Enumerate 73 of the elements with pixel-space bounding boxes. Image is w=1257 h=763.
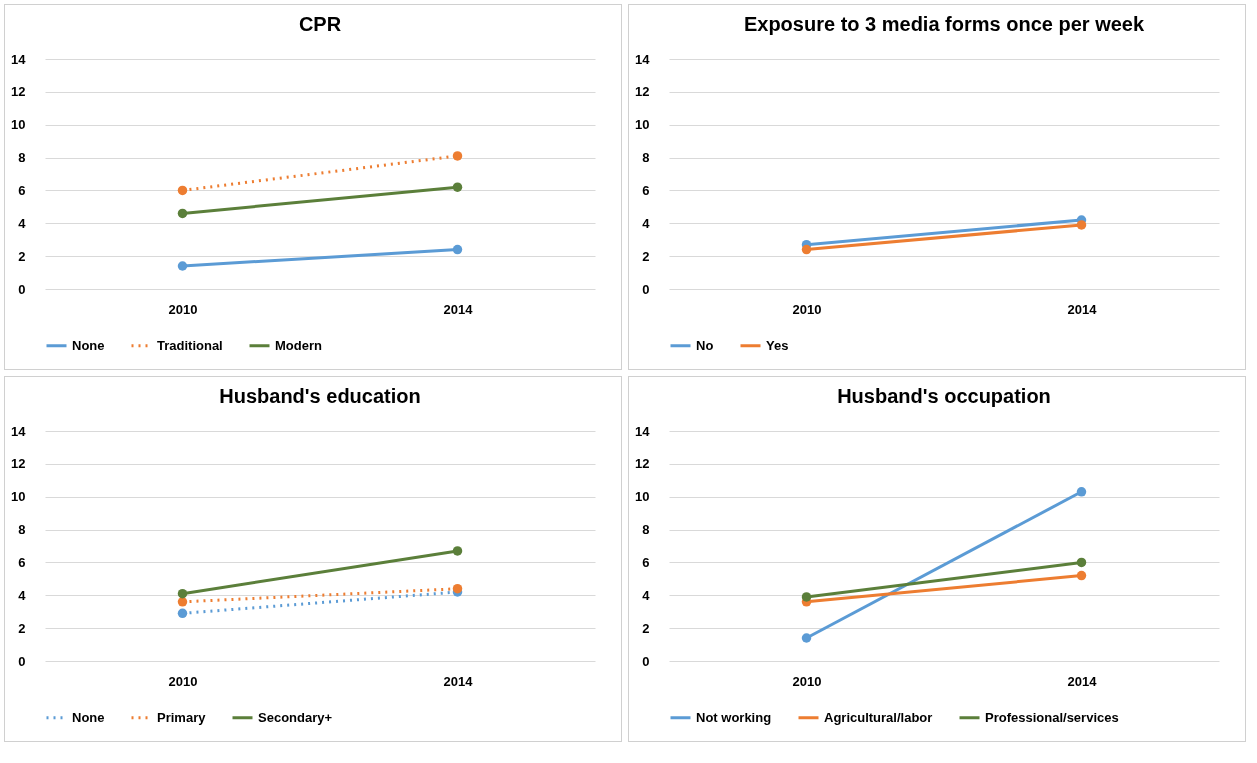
y-tick-label: 10	[635, 117, 650, 133]
y-tick-label: 4	[642, 215, 651, 231]
point	[1076, 557, 1087, 568]
x-tick-label: 2014	[1067, 673, 1098, 689]
legend-label: No	[696, 337, 714, 353]
legend-label: Primary	[157, 709, 207, 725]
point	[177, 208, 188, 219]
y-tick-label: 12	[11, 84, 26, 100]
legend-label: Agricultural/labor	[824, 709, 933, 725]
y-tick-label: 12	[635, 456, 650, 472]
point	[177, 608, 188, 619]
legend-label: Traditional	[157, 337, 223, 353]
y-tick-label: 10	[11, 489, 26, 505]
legend-label: Yes	[766, 337, 789, 353]
chart-title: Husband's occupation	[837, 385, 1051, 407]
y-tick-label: 6	[642, 554, 650, 570]
legend-label: None	[72, 709, 105, 725]
y-tick-label: 8	[18, 150, 26, 166]
point	[1076, 570, 1087, 581]
x-tick-label: 2014	[443, 301, 474, 317]
point	[1076, 487, 1087, 497]
y-tick-label: 4	[18, 215, 27, 231]
legend-label: Secondary+	[258, 709, 333, 725]
y-tick-label: 0	[18, 653, 26, 669]
point	[177, 588, 188, 599]
y-tick-label: 12	[635, 84, 650, 100]
x-tick-label: 2010	[168, 301, 198, 317]
point	[452, 182, 463, 192]
y-tick-label: 0	[642, 281, 650, 297]
point	[801, 592, 812, 602]
y-tick-label: 2	[18, 248, 26, 264]
y-tick-label: 8	[642, 150, 650, 166]
y-tick-label: 4	[642, 587, 651, 603]
y-tick-label: 14	[635, 423, 651, 439]
y-tick-label: 0	[18, 281, 26, 297]
y-tick-label: 0	[642, 653, 650, 669]
legend-label: Not working	[696, 709, 772, 725]
chart-title: Husband's education	[219, 385, 421, 407]
point	[1076, 220, 1087, 230]
point	[452, 151, 463, 161]
y-tick-label: 2	[642, 248, 650, 264]
chart-title: CPR	[298, 13, 342, 35]
y-tick-label: 14	[635, 51, 651, 67]
y-tick-label: 8	[642, 522, 650, 538]
y-tick-label: 14	[11, 423, 27, 439]
y-tick-label: 2	[18, 620, 26, 636]
x-tick-label: 2010	[792, 301, 822, 317]
y-tick-label: 10	[11, 117, 26, 133]
legend-label: Modern	[275, 337, 322, 353]
point	[452, 546, 463, 556]
y-tick-label: 6	[18, 554, 26, 570]
y-tick-label: 6	[642, 182, 650, 198]
point	[177, 261, 188, 271]
legend-label: Professional/services	[985, 709, 1119, 725]
y-tick-label: 10	[635, 489, 650, 505]
y-tick-label: 4	[18, 587, 27, 603]
point	[801, 633, 812, 643]
point	[177, 597, 188, 607]
point	[452, 583, 463, 594]
y-tick-label: 8	[18, 522, 26, 538]
point	[177, 185, 188, 196]
chart-title: Exposure to 3 media forms once per week	[743, 13, 1145, 35]
point	[801, 244, 812, 255]
point	[452, 244, 463, 255]
x-tick-label: 2010	[168, 673, 198, 689]
x-tick-label: 2014	[443, 673, 474, 689]
x-tick-label: 2014	[1067, 301, 1098, 317]
x-tick-label: 2010	[792, 673, 822, 689]
y-tick-label: 14	[11, 51, 27, 67]
legend-label: None	[72, 337, 105, 353]
y-tick-label: 6	[18, 182, 26, 198]
y-tick-label: 12	[11, 456, 26, 472]
y-tick-label: 2	[642, 620, 650, 636]
